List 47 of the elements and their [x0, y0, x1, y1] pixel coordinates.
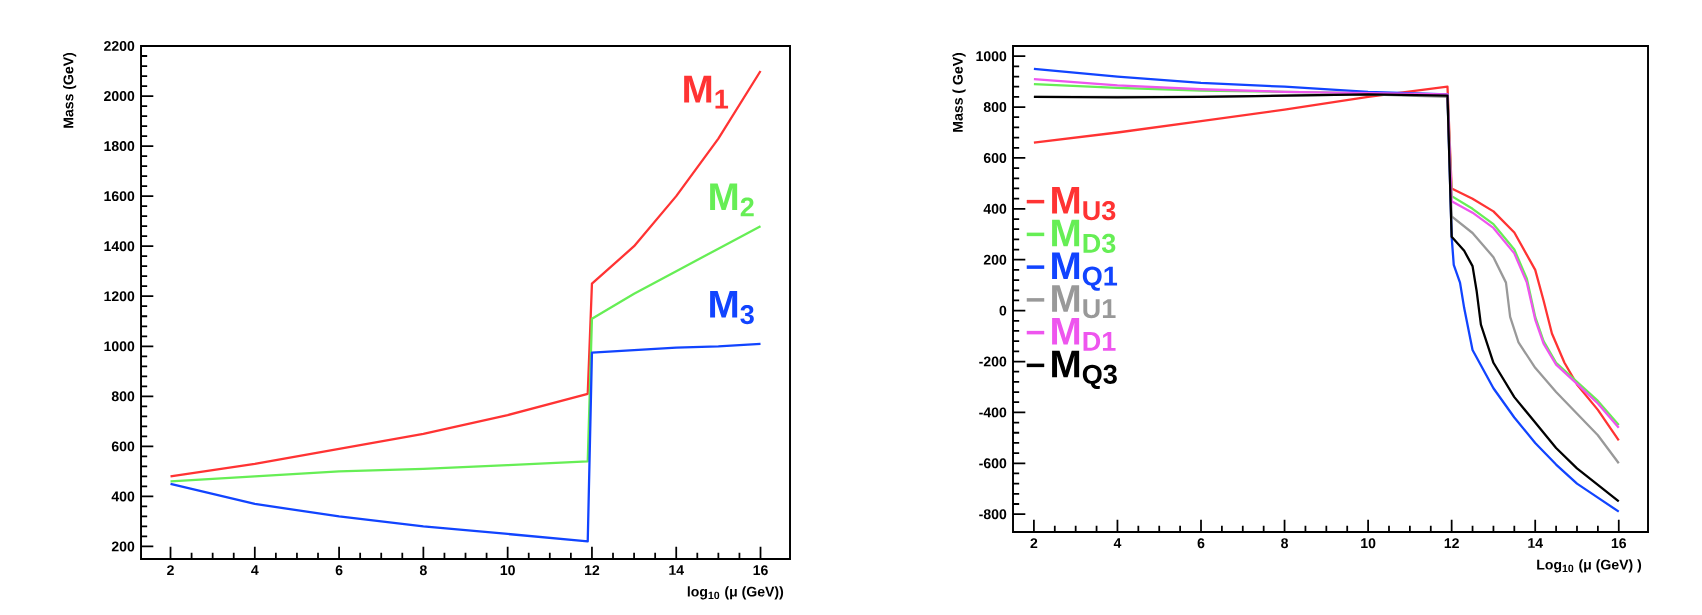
y-tick-label: -200: [979, 356, 1007, 367]
y-tick-label: 800: [111, 391, 135, 402]
x-tick-label: 4: [251, 565, 259, 575]
legend-label: M$_{Q3}$: [1052, 350, 1117, 390]
x-tick-label: 14: [669, 565, 684, 575]
x-tick-label: 16: [753, 565, 768, 576]
y-tick-label: 200: [983, 254, 1007, 265]
x-tick-label: 6: [1197, 538, 1205, 549]
series-label: M$_{1}$: [684, 75, 729, 109]
y-tick-label: -800: [979, 509, 1007, 520]
y-tick-label: -400: [979, 407, 1007, 418]
y-axis-title: Mass (GeV): [63, 52, 77, 128]
legend-label: M$_{D1}$: [1052, 318, 1116, 351]
x-tick-label: 4: [1113, 538, 1122, 548]
y-tick-label: 1600: [104, 191, 135, 202]
series-label: M$_{2}$: [710, 183, 754, 217]
y-tick-label: 600: [983, 152, 1007, 163]
x-tick-label: 14: [1528, 538, 1543, 548]
y-tick-label: 1000: [104, 341, 135, 352]
y-tick-label: 200: [111, 541, 135, 552]
y-tick-label: 0: [999, 305, 1007, 316]
x-tick-label: 6: [335, 565, 343, 576]
x-tick-label: 2: [167, 565, 174, 576]
x-tick-label: 2: [1030, 538, 1038, 549]
y-tick-label: 1400: [104, 241, 135, 252]
y-tick-label: 2000: [104, 91, 135, 102]
x-tick-label: 12: [1444, 538, 1459, 549]
x-tick-label: 16: [1611, 538, 1627, 549]
y-tick-label: 800: [983, 102, 1007, 113]
x-tick-label: 10: [500, 565, 515, 576]
x-tick-label: 12: [585, 565, 600, 576]
x-tick-label: 8: [419, 565, 427, 576]
y-tick-label: -600: [979, 458, 1007, 469]
y-tick-label: 1800: [104, 141, 135, 152]
x-axis-title: Log$_{10}$ (μ (GeV) ): [1537, 559, 1642, 573]
y-tick-label: 1200: [104, 291, 135, 302]
y-tick-label: 400: [111, 491, 135, 502]
x-axis-title: log$_{10}$ (μ (GeV)): [687, 586, 784, 600]
y-axis-title: Mass ( GeV): [952, 52, 966, 132]
y-tick-label: 600: [111, 441, 135, 452]
series-label: M$_{3}$: [710, 291, 754, 325]
y-tick-label: 400: [983, 203, 1007, 214]
x-tick-label: 10: [1361, 538, 1376, 549]
x-tick-label: 8: [1281, 538, 1289, 549]
y-tick-label: 1000: [976, 51, 1007, 62]
y-tick-label: 2200: [104, 41, 135, 51]
legend-label: M$_{U3}$: [1052, 187, 1116, 221]
